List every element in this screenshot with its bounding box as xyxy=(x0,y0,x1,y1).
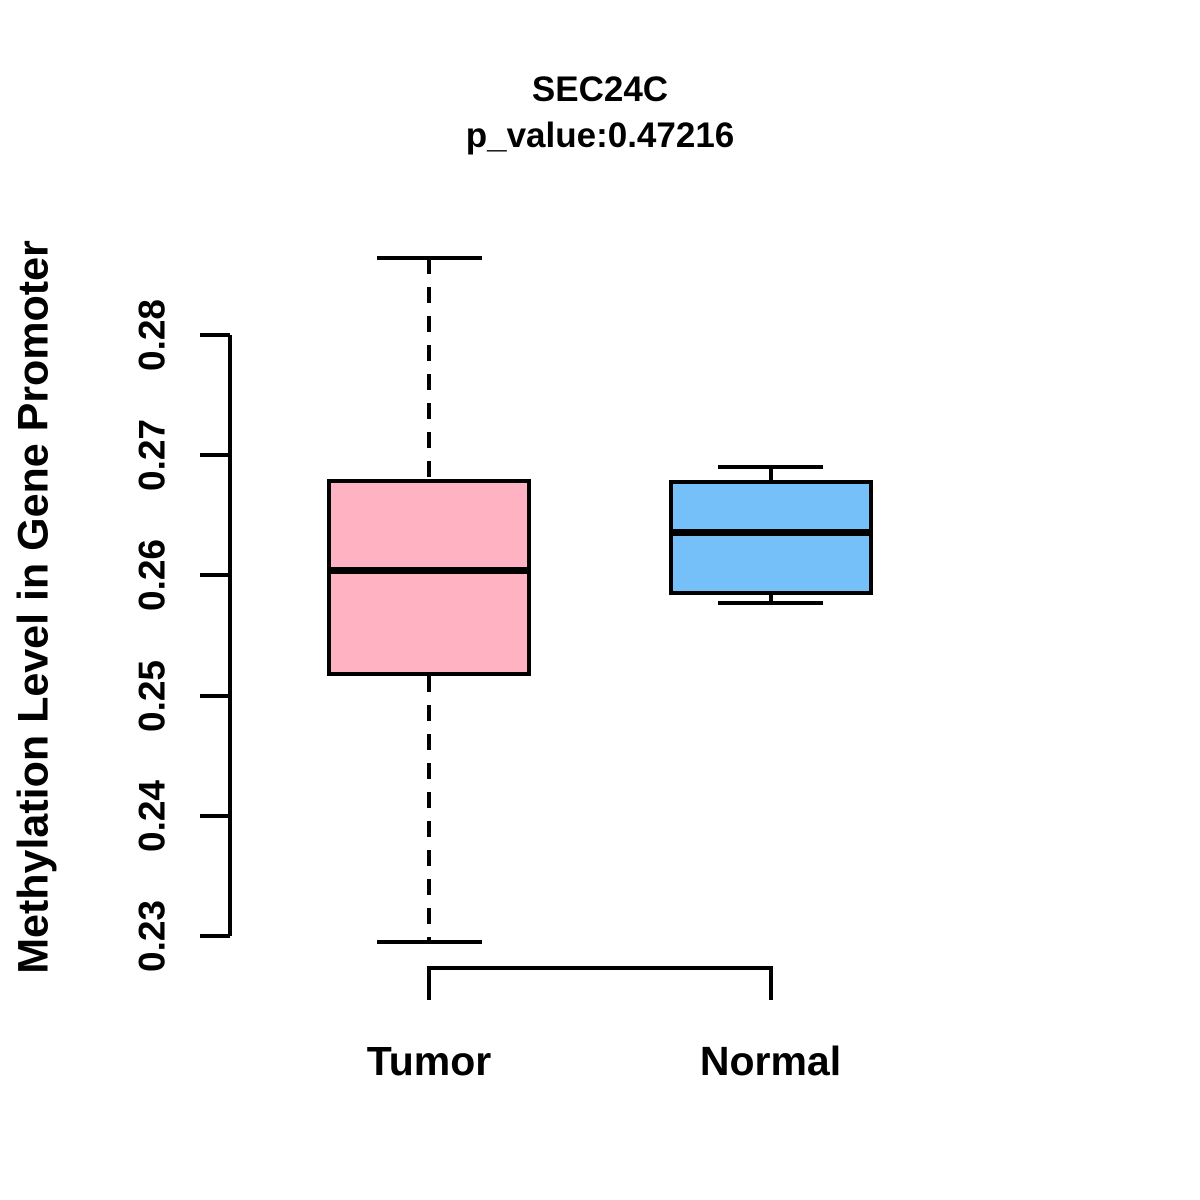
x-category-label-normal: Normal xyxy=(699,1038,842,1084)
y-tick-label: 0.25 xyxy=(131,659,173,732)
y-axis-tick xyxy=(200,333,230,337)
x-category-label-tumor: Tumor xyxy=(366,1038,492,1084)
y-axis-tick xyxy=(200,934,230,938)
whisker-lower-normal xyxy=(768,594,773,604)
y-axis-tick xyxy=(200,573,230,578)
y-axis-tick xyxy=(200,453,230,458)
y-axis-line xyxy=(228,335,232,936)
whisker-cap-lower-normal xyxy=(718,601,823,606)
y-axis-tick xyxy=(200,693,230,698)
y-tick-label: 0.26 xyxy=(131,539,173,612)
chart-subtitle: p_value:0.47216 xyxy=(465,116,735,155)
x-axis-bracket xyxy=(427,966,773,1000)
box-tumor xyxy=(327,479,531,677)
median-line-tumor xyxy=(327,567,531,575)
chart-title: SEC24C xyxy=(531,70,669,109)
y-tick-label: 0.24 xyxy=(131,779,173,852)
y-tick-label: 0.28 xyxy=(131,298,173,372)
box-normal xyxy=(668,480,873,595)
whisker-upper-normal xyxy=(768,467,773,481)
whisker-upper-tumor xyxy=(427,258,431,480)
y-tick-label: 0.27 xyxy=(131,419,173,492)
median-line-normal xyxy=(668,528,873,536)
y-tick-label: 0.23 xyxy=(131,899,173,973)
whisker-cap-lower-tumor xyxy=(376,940,482,944)
whisker-cap-upper-normal xyxy=(718,465,823,470)
y-axis-tick xyxy=(200,813,230,818)
whisker-lower-tumor xyxy=(427,676,431,942)
whisker-cap-upper-tumor xyxy=(376,256,482,261)
